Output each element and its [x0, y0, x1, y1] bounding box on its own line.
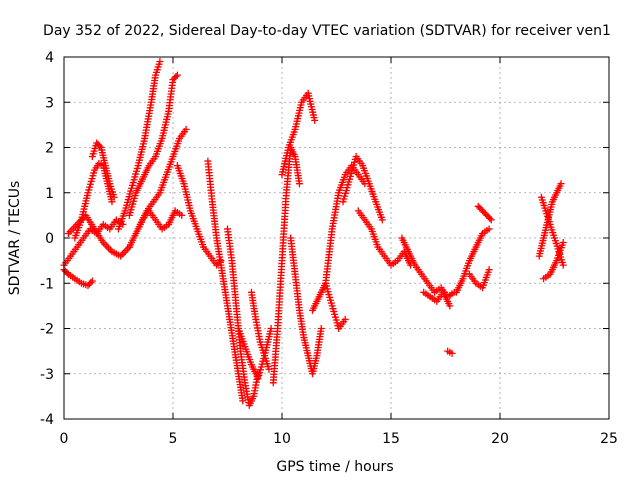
y-tick-label: 3: [45, 95, 54, 111]
y-tick-label: -4: [40, 412, 54, 428]
y-tick-label: 2: [45, 141, 54, 157]
y-tick-label: 4: [45, 50, 54, 66]
data-point: [267, 325, 275, 332]
data-point: [182, 125, 190, 133]
data-point: [448, 349, 456, 357]
data-point: [487, 216, 495, 224]
data-point: [446, 302, 454, 310]
y-axis-label: SDTVAR / TECUs: [7, 181, 23, 296]
data-point: [88, 277, 96, 285]
x-tick-label: 20: [491, 431, 509, 447]
data-point: [485, 266, 493, 274]
data-point: [110, 193, 118, 201]
data-point: [63, 269, 71, 277]
axes: 0 5 10 15 20 25 -4 -3 -2 -1 0 1 2 3 4: [40, 50, 618, 447]
data-point: [172, 73, 180, 81]
data-point: [108, 198, 116, 206]
x-tick-label: 10: [273, 431, 291, 447]
data-point: [295, 180, 303, 188]
data-points: [60, 58, 567, 409]
data-point: [96, 142, 104, 150]
data-point: [156, 58, 164, 66]
chart-title: Day 352 of 2022, Sidereal Day-to-day VTE…: [43, 23, 611, 39]
data-point: [559, 239, 567, 247]
data-point: [559, 261, 567, 269]
data-point: [178, 211, 186, 219]
data-point: [378, 216, 386, 224]
y-tick-label: -3: [40, 367, 54, 383]
data-point: [557, 180, 565, 188]
x-axis-label: GPS time / hours: [276, 459, 393, 475]
data-point: [486, 214, 494, 222]
y-tick-label: -2: [40, 322, 54, 338]
data-point: [173, 71, 181, 79]
data-point: [317, 325, 325, 332]
data-point: [265, 365, 273, 373]
y-tick-label: 0: [45, 231, 54, 247]
plot-frame: [63, 56, 610, 420]
data-point: [87, 278, 95, 286]
x-tick-label: 25: [600, 431, 618, 447]
grid-lines: [64, 57, 609, 419]
data-point: [341, 315, 349, 323]
x-tick-label: 5: [169, 431, 178, 447]
x-tick-label: 0: [60, 431, 69, 447]
y-tick-label: 1: [45, 186, 54, 202]
y-tick-label: -1: [40, 276, 54, 292]
x-tick-label: 15: [382, 431, 400, 447]
data-point: [239, 397, 247, 405]
data-point: [311, 116, 319, 124]
data-point: [485, 225, 493, 233]
